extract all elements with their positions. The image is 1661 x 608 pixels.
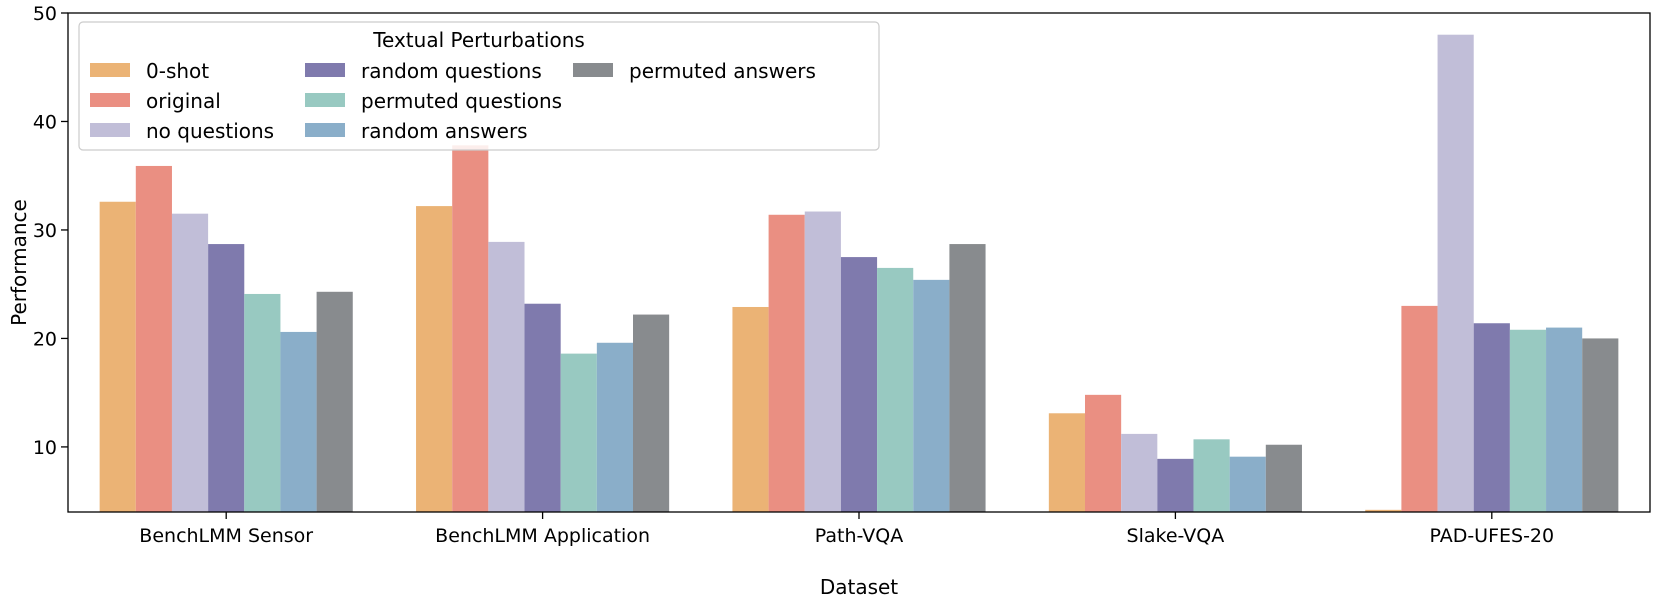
bar <box>316 291 353 512</box>
legend-label: random answers <box>361 119 528 143</box>
bar <box>1157 458 1194 512</box>
legend-label: permuted questions <box>361 89 562 113</box>
legend-swatch <box>305 93 345 107</box>
legend-item: permuted questions <box>305 89 562 113</box>
legend-swatch <box>90 93 130 107</box>
legend-swatch <box>305 123 345 137</box>
legend-label: random questions <box>361 59 542 83</box>
bar <box>1509 329 1547 512</box>
bar <box>488 241 525 512</box>
bar <box>524 303 561 512</box>
legend-item: random answers <box>305 119 528 143</box>
legend-item: 0-shot <box>90 59 209 83</box>
bar <box>804 211 841 512</box>
x-axis-title: Dataset <box>820 575 898 599</box>
x-tick-label: PAD-UFES-20 <box>1429 525 1554 547</box>
y-tick-label: 20 <box>33 328 57 350</box>
y-tick-label: 50 <box>33 3 57 25</box>
x-tick-label: Slake-VQA <box>1127 525 1225 547</box>
bar <box>99 201 136 512</box>
y-tick-label: 40 <box>33 111 57 133</box>
y-axis: 10 20 30 40 50 <box>33 3 68 459</box>
bar <box>171 213 209 512</box>
bar <box>633 314 670 512</box>
legend-swatch <box>90 123 130 137</box>
legend-label: no questions <box>146 119 274 143</box>
bar <box>1582 338 1619 512</box>
bar <box>1546 327 1583 512</box>
bar <box>913 279 950 512</box>
bar <box>1365 509 1402 512</box>
legend-item: original <box>90 89 221 113</box>
bar <box>1048 413 1085 512</box>
bar <box>1085 394 1122 512</box>
x-tick-label: BenchLMM Application <box>435 525 650 547</box>
legend: Textual Perturbations 0-shot original no q… <box>78 21 880 151</box>
bar <box>1437 34 1474 512</box>
bar <box>840 257 878 512</box>
bar <box>452 145 489 512</box>
legend-label: permuted answers <box>629 59 816 83</box>
y-tick-label: 30 <box>33 220 57 242</box>
bar <box>135 165 172 512</box>
x-tick-label: BenchLMM Sensor <box>139 525 313 547</box>
bar <box>877 267 914 512</box>
bar <box>560 353 597 512</box>
legend-swatch <box>573 63 613 77</box>
legend-swatch <box>90 63 130 77</box>
legend-items: 0-shot original no questions random questio… <box>90 59 816 143</box>
legend-item: random questions <box>305 59 542 83</box>
bar <box>732 306 769 512</box>
legend-item: permuted answers <box>573 59 816 83</box>
y-axis-title: Performance <box>7 199 31 326</box>
bar <box>768 214 805 512</box>
bar <box>596 342 633 512</box>
legend-title: Textual Perturbations <box>372 28 585 52</box>
bar <box>416 206 453 512</box>
bar <box>1265 444 1302 512</box>
legend-label: 0-shot <box>146 59 209 83</box>
bars-group <box>99 34 1619 512</box>
bar <box>244 293 281 512</box>
legend-swatch <box>305 63 345 77</box>
bar <box>1229 456 1266 512</box>
bar <box>1121 433 1158 512</box>
legend-box <box>78 21 880 151</box>
bar <box>1193 439 1230 512</box>
y-tick-label: 10 <box>33 437 57 459</box>
bar <box>208 244 245 512</box>
x-axis: BenchLMM Sensor BenchLMM Application Path-… <box>139 512 1554 547</box>
bar <box>1473 323 1510 512</box>
bar <box>1401 305 1438 512</box>
x-tick-label: Path-VQA <box>815 525 903 547</box>
bar <box>280 331 317 512</box>
legend-label: original <box>146 89 221 113</box>
legend-item: no questions <box>90 119 274 143</box>
bar <box>949 244 986 512</box>
